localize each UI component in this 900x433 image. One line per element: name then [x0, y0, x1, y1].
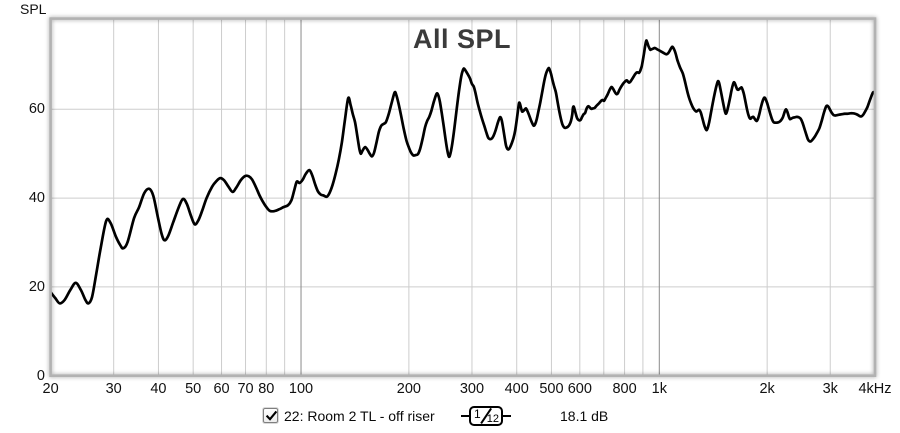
y-tick-label: 40: [28, 190, 45, 207]
y-tick-label: 0: [36, 367, 45, 384]
x-tick-label: 200: [396, 381, 421, 397]
smoothing-numerator: 1: [474, 407, 481, 421]
x-tick-label: 60: [213, 381, 230, 397]
smoothing-box: 1 12: [469, 406, 503, 426]
y-tick-label: 20: [28, 278, 45, 295]
checkmark-icon: [265, 410, 278, 421]
x-tick-label: 50: [185, 381, 202, 397]
level-readout: 18.1 dB: [560, 408, 609, 424]
legend-bar: 22: Room 2 TL - off riser 1 12 18.1 dB: [0, 403, 900, 429]
gridlines: [50, 18, 876, 376]
measurement-label[interactable]: 22: Room 2 TL - off riser: [284, 408, 435, 424]
x-tick-label: 600: [567, 381, 592, 397]
chart-title: All SPL: [412, 24, 512, 54]
plot-border: [49, 17, 877, 378]
x-tick-label: 3k: [822, 381, 838, 397]
x-tick-label: 400: [504, 381, 529, 397]
x-tick-label: 80: [258, 381, 275, 397]
smoothing-stub-right: [502, 415, 511, 417]
spl-trace: [49, 39, 877, 305]
y-tick-label: 60: [28, 101, 45, 118]
x-tick-label: 800: [612, 381, 637, 397]
x-tick-label: 40: [150, 381, 167, 397]
smoothing-badge[interactable]: 1 12: [461, 406, 511, 426]
y-axis-title: SPL: [20, 1, 47, 17]
x-tick-label: 20: [42, 381, 59, 397]
measurement-checkbox[interactable]: [263, 408, 278, 423]
smoothing-denominator: 12: [486, 413, 499, 425]
smoothing-stub-left: [461, 415, 470, 417]
x-tick-label: 4kHz: [858, 381, 892, 397]
x-tick-label: 2k: [759, 381, 775, 397]
x-tick-label: 30: [105, 381, 122, 397]
x-tick-label: 1k: [651, 381, 667, 397]
x-tick-label: 500: [539, 381, 564, 397]
x-tick-label: 70: [237, 381, 254, 397]
x-tick-label: 300: [459, 381, 485, 397]
x-tick-label: 100: [288, 381, 314, 397]
